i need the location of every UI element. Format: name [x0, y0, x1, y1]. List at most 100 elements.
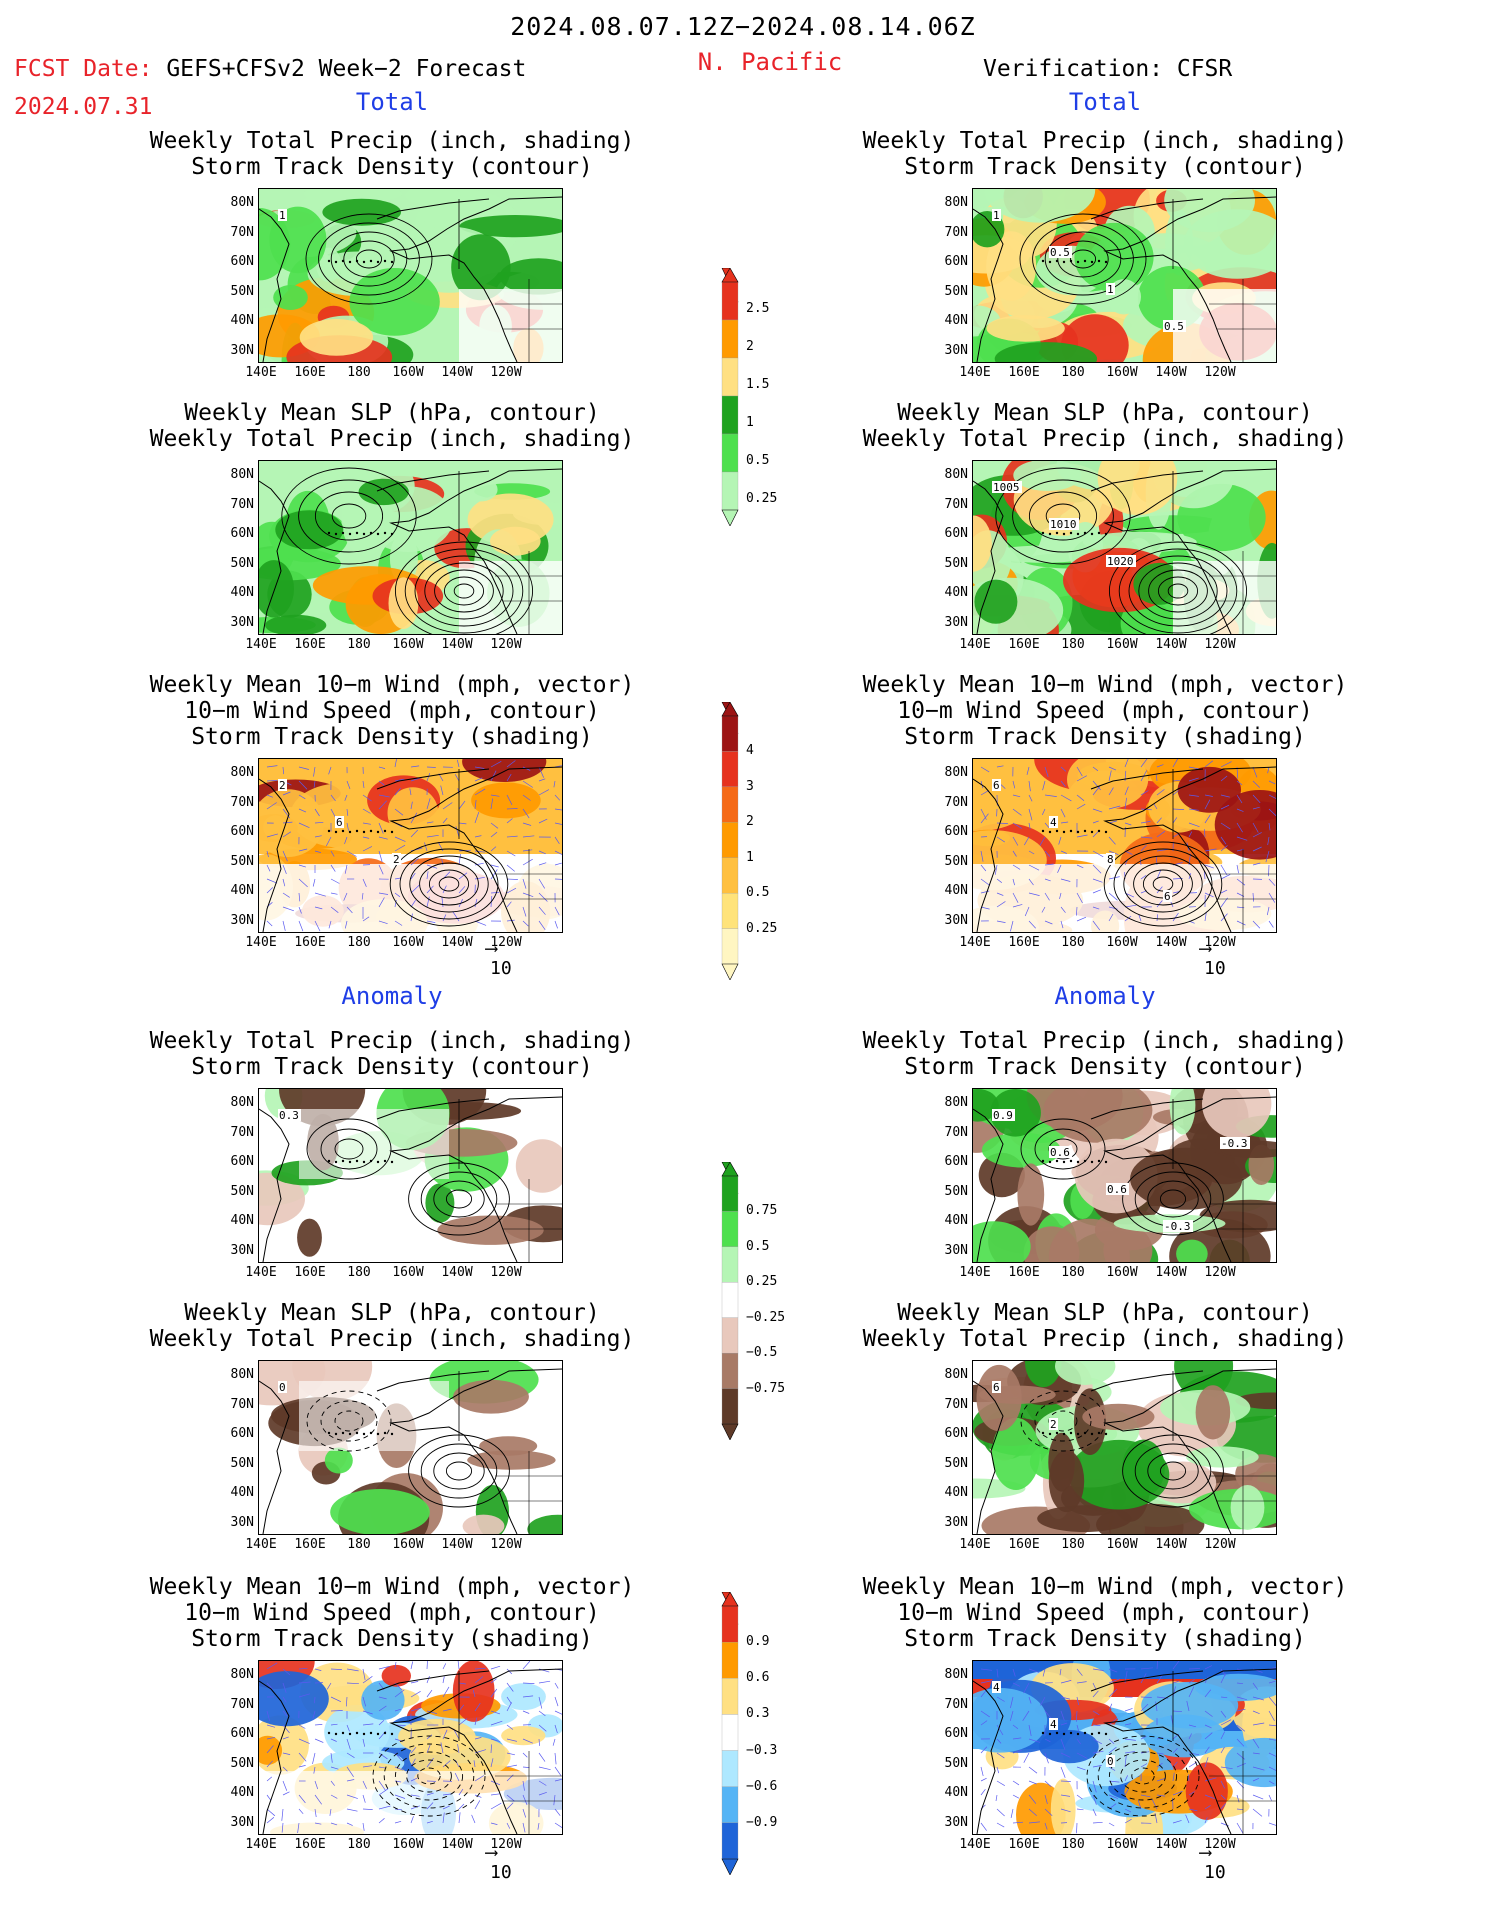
map-panel-slp-forecast [258, 460, 563, 635]
latitude-label: 70N [944, 496, 968, 512]
latitude-label: 70N [944, 224, 968, 240]
contour-label: 0.3 [279, 1109, 299, 1122]
colorbar-label: −0.25 [746, 1309, 786, 1325]
colorbar-label: 1.5 [746, 377, 770, 392]
longitude-label: 180 [347, 935, 371, 950]
latitude-label: 60N [230, 1154, 254, 1169]
panel-title-line: Storm Track Density (contour) [191, 154, 593, 180]
latitude-label: 80N [944, 765, 968, 780]
colorbar-precip_anom [718, 1161, 742, 1444]
longitude-label: 160E [1008, 637, 1040, 652]
latitude-label: 30N [230, 1814, 254, 1830]
colorbar-label: 0.25 [746, 1274, 778, 1290]
vector-reference-label: 10 [490, 958, 512, 979]
longitude-label: 120W [1204, 1837, 1236, 1852]
panel-title-line: Storm Track Density (shading) [191, 1626, 593, 1652]
contour-label: 6 [993, 1381, 1000, 1394]
latitude-label: 40N [230, 313, 254, 328]
longitude-label: 160W [392, 1265, 424, 1280]
longitude-label: 180 [347, 1265, 371, 1280]
longitude-label: 160W [1106, 637, 1138, 652]
map-panel-slp-verification: 1005 1010 1020 [972, 460, 1277, 635]
panel-title-line: Weekly Mean SLP (hPa, contour) [184, 1300, 600, 1326]
colorbar-track_anom [718, 1591, 742, 1879]
vector-arrow-icon: ⟶ [486, 1842, 497, 1863]
panel-title-line: 10−m Wind Speed (mph, contour) [897, 1600, 1313, 1626]
contour-label: 1 [279, 209, 286, 222]
latitude-label: 40N [230, 883, 254, 898]
contour-label: 2 [393, 853, 400, 866]
longitude-label: 140E [245, 1265, 277, 1280]
latitude-label: 60N [944, 526, 968, 541]
longitude-label: 140W [1155, 1537, 1187, 1552]
contour-label: 2 [279, 779, 286, 792]
panel-title-line: Weekly Mean 10−m Wind (mph, vector) [149, 672, 635, 698]
contour-label: 8 [1107, 853, 1114, 866]
longitude-label: 120W [1204, 365, 1236, 380]
longitude-label: 160E [1008, 365, 1040, 380]
contour-label: 0.6 [1050, 1146, 1070, 1159]
colorbar-label: 0.5 [746, 885, 770, 901]
latitude-label: 60N [230, 1726, 254, 1741]
colorbar-label: −0.9 [746, 1814, 778, 1830]
panel-title-line: Weekly Mean 10−m Wind (mph, vector) [149, 1574, 635, 1600]
map-panel-wind-verification: 6 4 8 6 [972, 758, 1277, 933]
latitude-label: 60N [230, 254, 254, 269]
longitude-label: 160E [1008, 1537, 1040, 1552]
longitude-label: 160W [1106, 1265, 1138, 1280]
longitude-label: 160W [1106, 1837, 1138, 1852]
latitude-label: 40N [230, 1213, 254, 1228]
latitude-label: 40N [944, 1213, 968, 1228]
latitude-label: 80N [230, 1367, 254, 1382]
latitude-label: 60N [230, 526, 254, 541]
contour-label: -0.3 [1221, 1137, 1248, 1150]
latitude-label: 70N [944, 794, 968, 810]
contour-label: -0.3 [1164, 1220, 1191, 1233]
panel-title-line: Storm Track Density (shading) [904, 1626, 1306, 1652]
colorbar-label: 0.5 [746, 453, 770, 468]
longitude-label: 140E [959, 935, 991, 950]
longitude-label: 120W [490, 935, 522, 950]
latitude-label: 60N [944, 1726, 968, 1741]
contour-label: 1010 [1050, 518, 1077, 531]
colorbar-label: 2 [746, 339, 754, 354]
latitude-label: 50N [230, 853, 254, 869]
latitude-label: 40N [230, 585, 254, 600]
latitude-label: 80N [230, 1667, 254, 1682]
longitude-label: 180 [347, 1537, 371, 1552]
latitude-label: 50N [944, 1755, 968, 1771]
latitude-label: 30N [230, 1514, 254, 1530]
longitude-label: 140W [441, 365, 473, 380]
colorbar-track_total [718, 701, 742, 984]
longitude-label: 140E [959, 365, 991, 380]
longitude-label: 160E [1008, 1837, 1040, 1852]
panel-title-line: Weekly Total Precip (inch, shading) [149, 1326, 635, 1352]
longitude-label: 180 [1061, 1265, 1085, 1280]
colorbar-label: 0.9 [746, 1634, 770, 1650]
vector-arrow-icon: ⟶ [486, 938, 497, 959]
latitude-label: 60N [230, 824, 254, 839]
vector-reference-label: 10 [1204, 958, 1226, 979]
longitude-label: 180 [347, 637, 371, 652]
colorbar-label: 4 [746, 743, 754, 759]
map-panel-aprecip-forecast: 0.3 [258, 1088, 563, 1263]
vector-reference-label: 10 [490, 1862, 512, 1883]
colorbar-label: 0.6 [746, 1670, 770, 1686]
colorbar-label: 0.5 [746, 1238, 770, 1254]
forecast-label: FCST Date: GEFS+CFSv2 Week−2 Forecast [14, 56, 526, 82]
latitude-label: 50N [230, 1455, 254, 1471]
contour-label: 0.9 [993, 1109, 1013, 1122]
longitude-label: 160W [1106, 1537, 1138, 1552]
latitude-label: 30N [944, 1242, 968, 1258]
latitude-label: 50N [230, 1183, 254, 1199]
panel-title-line: Storm Track Density (shading) [904, 724, 1306, 750]
latitude-label: 70N [230, 794, 254, 810]
latitude-label: 50N [944, 1183, 968, 1199]
longitude-label: 160E [294, 365, 326, 380]
latitude-label: 60N [944, 254, 968, 269]
contour-label: 0.5 [1164, 320, 1184, 333]
latitude-label: 80N [230, 467, 254, 482]
latitude-label: 40N [944, 313, 968, 328]
colorbar-label: 0.25 [746, 491, 778, 506]
longitude-label: 160E [294, 935, 326, 950]
